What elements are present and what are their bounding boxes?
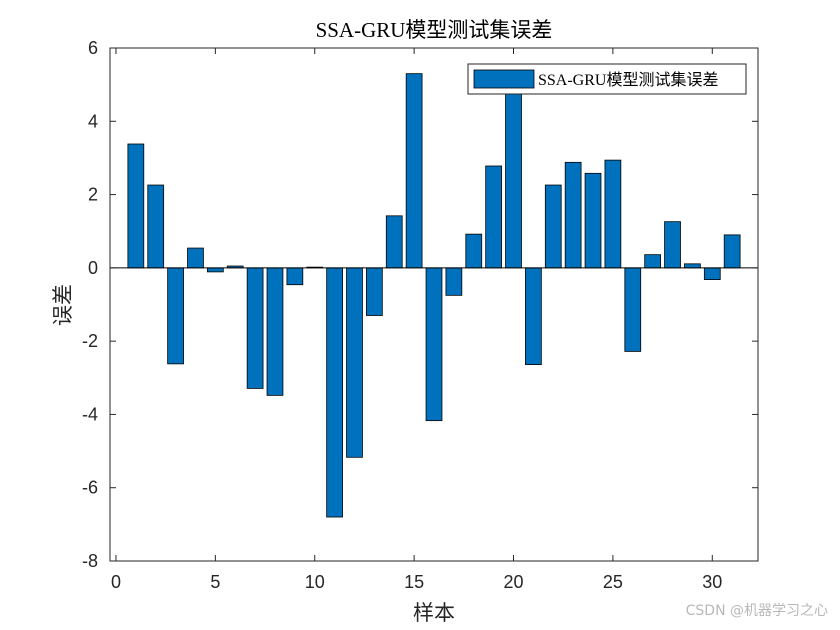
bar-16 [425,267,443,422]
bar-3 [167,267,184,365]
y-tick-label: -6 [82,478,98,498]
bar-25 [604,159,622,269]
bar-28 [664,221,681,269]
x-tick-label: 0 [111,572,121,592]
x-tick-label: 30 [702,572,722,592]
bars-group [127,73,741,518]
bar-11 [326,267,343,518]
x-tick-label: 10 [305,572,325,592]
bar-7 [246,267,264,389]
y-ticks: -8 -6 -4 -2 0 2 4 6 [82,38,758,571]
bar-29 [684,263,701,269]
y-tick-label: 2 [88,185,98,205]
bar-24 [584,172,602,269]
legend-label: SSA-GRU模型测试集误差 [538,71,718,89]
bar-18 [465,233,483,269]
y-tick-label: -4 [82,404,98,424]
y-axis-label: 误差 [51,284,75,326]
bar-8 [266,267,284,396]
bar-5 [206,267,224,273]
y-tick-label: 6 [88,38,98,58]
y-tick-label: 4 [88,111,98,131]
bar-20 [505,90,522,269]
x-tick-label: 5 [210,572,220,592]
bar-26 [624,267,642,352]
legend-swatch [473,69,535,89]
bar-12 [346,267,363,458]
axes-box [109,47,759,562]
x-axis-label: 样本 [413,601,455,625]
legend: SSA-GRU模型测试集误差 [467,63,747,95]
bar-19 [485,165,502,269]
bar-4 [187,247,204,269]
bar-30 [703,267,721,280]
bar-17 [445,267,463,296]
bar-14 [385,215,403,269]
x-ticks: 0 5 10 15 20 25 30 [111,48,722,592]
bar-22 [544,184,562,269]
chart-title: SSA-GRU模型测试集误差 [316,18,553,42]
x-tick-label: 15 [404,572,424,592]
y-tick-label: -8 [82,551,98,571]
bar-23 [564,161,582,269]
y-tick-label: 0 [88,258,98,278]
y-tick-label: -2 [82,331,98,351]
bar-15 [405,73,423,269]
bar-1 [127,143,145,269]
bar-27 [644,254,662,269]
watermark-text: CSDN @机器学习之心 [685,603,828,619]
bar-31 [723,234,741,269]
bar-21 [525,267,542,365]
bar-2 [147,184,165,269]
x-tick-label: 20 [503,572,523,592]
x-tick-label: 25 [603,572,623,592]
bar-13 [366,267,383,316]
bar-9 [286,267,304,286]
